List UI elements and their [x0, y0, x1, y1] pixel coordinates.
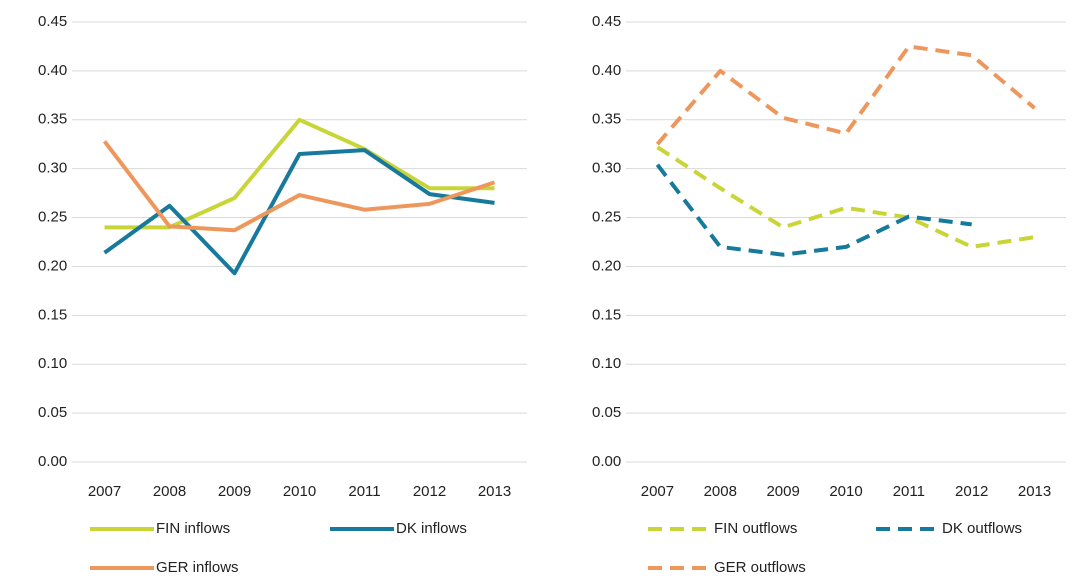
x-tick-label: 2012: [955, 483, 988, 500]
y-tick-label: 0.15: [38, 306, 67, 323]
legend-label: FIN outflows: [714, 520, 797, 537]
y-tick-label: 0.20: [38, 257, 67, 274]
y-tick-label: 0.45: [592, 13, 621, 30]
x-tick-label: 2010: [283, 483, 316, 500]
y-tick-label: 0.40: [592, 62, 621, 79]
legend-label: GER outflows: [714, 559, 806, 576]
series-line: [655, 44, 1036, 146]
x-tick-label: 2013: [478, 483, 511, 500]
y-tick-label: 0.00: [38, 453, 67, 470]
x-tick-label: 2007: [641, 483, 674, 500]
y-tick-label: 0.05: [592, 404, 621, 421]
series-line: [656, 145, 1035, 249]
y-tick-label: 0.30: [592, 160, 621, 177]
series-line: [103, 148, 495, 276]
y-tick-label: 0.35: [38, 111, 67, 128]
legend-label: DK inflows: [396, 520, 467, 537]
x-tick-label: 2011: [348, 483, 380, 500]
x-tick-label: 2009: [766, 483, 799, 500]
y-tick-label: 0.45: [38, 13, 67, 30]
y-tick-label: 0.40: [38, 62, 67, 79]
y-tick-label: 0.10: [38, 355, 67, 372]
y-tick-label: 0.00: [592, 453, 621, 470]
y-tick-label: 0.10: [592, 355, 621, 372]
legend-label: FIN inflows: [156, 520, 230, 537]
series-line: [102, 140, 496, 233]
y-tick-label: 0.25: [38, 209, 67, 226]
y-tick-label: 0.20: [592, 257, 621, 274]
x-tick-label: 2008: [704, 483, 737, 500]
y-tick-label: 0.05: [38, 404, 67, 421]
y-tick-label: 0.35: [592, 111, 621, 128]
x-tick-label: 2008: [153, 483, 186, 500]
series-line: [655, 163, 972, 257]
x-tick-label: 2007: [88, 483, 121, 500]
x-tick-label: 2011: [893, 483, 925, 500]
y-tick-label: 0.30: [38, 160, 67, 177]
x-tick-label: 2010: [829, 483, 862, 500]
y-tick-label: 0.25: [592, 209, 621, 226]
x-tick-label: 2012: [413, 483, 446, 500]
x-tick-label: 2013: [1018, 483, 1051, 500]
x-tick-label: 2009: [218, 483, 251, 500]
y-tick-label: 0.15: [592, 306, 621, 323]
legend-label: DK outflows: [942, 520, 1022, 537]
legend-label: GER inflows: [156, 559, 239, 576]
